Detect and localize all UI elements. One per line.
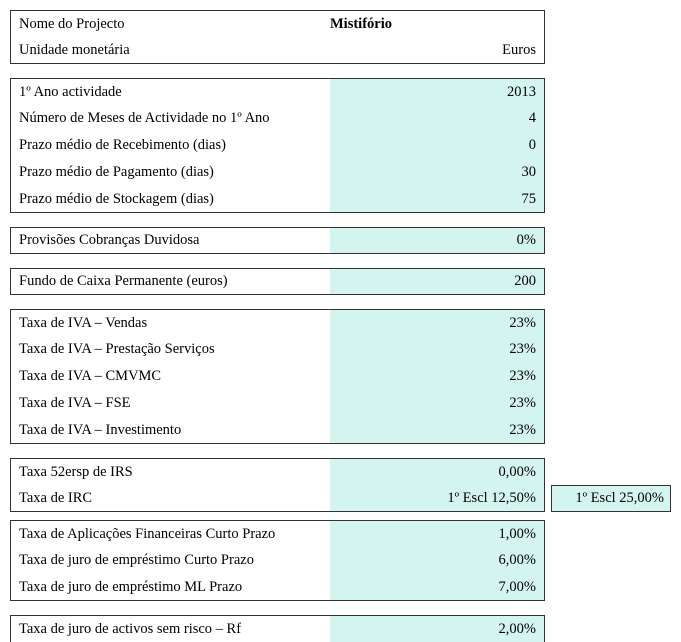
emprestimo-cp-label: Taxa de juro de empréstimo Curto Prazo [10,547,330,574]
months-label: Número de Meses de Actividade no 1º Ano [10,105,330,132]
iva-investimento-value: 23% [330,417,545,444]
project-name-value: Mistifório [330,10,545,37]
months-value: 4 [330,105,545,132]
iva-vendas-value: 23% [330,309,545,336]
irs-value: 0,00% [330,458,545,485]
iva-fse-label: Taxa de IVA – FSE [10,390,330,417]
pagamento-value: 30 [330,159,545,186]
emprestimo-cp-row: Taxa de juro de empréstimo Curto Prazo 6… [10,547,671,574]
iva-fse-value: 23% [330,390,545,417]
currency-row: Unidade monetária Euros [10,37,671,64]
rf-value: 2,00% [330,615,545,642]
iva-vendas-label: Taxa de IVA – Vendas [10,309,330,336]
irc-value: 1º Escl 12,50% [330,485,545,512]
recebimento-row: Prazo médio de Recebimento (dias) 0 [10,132,671,159]
aplicacoes-row: Taxa de Aplicações Financeiras Curto Pra… [10,520,671,547]
pagamento-label: Prazo médio de Pagamento (dias) [10,159,330,186]
iva-servicos-value: 23% [330,336,545,363]
first-year-value: 2013 [330,78,545,105]
stockagem-value: 75 [330,186,545,213]
irc-label: Taxa de IRC [10,485,330,512]
iva-cmvmc-row: Taxa de IVA – CMVMC 23% [10,363,671,390]
project-name-row: Nome do Projecto Mistifório [10,10,671,37]
first-year-label: 1º Ano actividade [10,78,330,105]
iva-vendas-row: Taxa de IVA – Vendas 23% [10,309,671,336]
provisoes-row: Provisões Cobranças Duvidosa 0% [10,227,671,254]
emprestimo-cp-value: 6,00% [330,547,545,574]
iva-investimento-row: Taxa de IVA – Investimento 23% [10,417,671,444]
aplicacoes-label: Taxa de Aplicações Financeiras Curto Pra… [10,520,330,547]
aplicacoes-value: 1,00% [330,520,545,547]
recebimento-value: 0 [330,132,545,159]
emprestimo-ml-row: Taxa de juro de empréstimo ML Prazo 7,00… [10,574,671,601]
rf-label: Taxa de juro de activos sem risco – Rf [10,615,330,642]
iva-cmvmc-value: 23% [330,363,545,390]
irs-label: Taxa 52ersp de IRS [10,458,330,485]
stockagem-row: Prazo médio de Stockagem (dias) 75 [10,186,671,213]
currency-value: Euros [330,37,545,64]
emprestimo-ml-label: Taxa de juro de empréstimo ML Prazo [10,574,330,601]
iva-investimento-label: Taxa de IVA – Investimento [10,417,330,444]
rf-row: Taxa de juro de activos sem risco – Rf 2… [10,615,671,642]
iva-cmvmc-label: Taxa de IVA – CMVMC [10,363,330,390]
iva-servicos-row: Taxa de IVA – Prestação Serviços 23% [10,336,671,363]
fundo-label: Fundo de Caixa Permanente (euros) [10,268,330,295]
pagamento-row: Prazo médio de Pagamento (dias) 30 [10,159,671,186]
fundo-row: Fundo de Caixa Permanente (euros) 200 [10,268,671,295]
project-name-label: Nome do Projecto [10,10,330,37]
emprestimo-ml-value: 7,00% [330,574,545,601]
irc-row: Taxa de IRC 1º Escl 12,50% 1º Escl 25,00… [10,485,671,512]
provisoes-label: Provisões Cobranças Duvidosa [10,227,330,254]
first-year-row: 1º Ano actividade 2013 [10,78,671,105]
months-row: Número de Meses de Actividade no 1º Ano … [10,105,671,132]
fundo-value: 200 [330,268,545,295]
recebimento-label: Prazo médio de Recebimento (dias) [10,132,330,159]
pressupostos-table: Nome do Projecto Mistifório Unidade mone… [10,10,671,642]
stockagem-label: Prazo médio de Stockagem (dias) [10,186,330,213]
iva-servicos-label: Taxa de IVA – Prestação Serviços [10,336,330,363]
provisoes-value: 0% [330,227,545,254]
currency-label: Unidade monetária [10,37,330,64]
iva-fse-row: Taxa de IVA – FSE 23% [10,390,671,417]
irs-row: Taxa 52ersp de IRS 0,00% [10,458,671,485]
irc-extra-value: 1º Escl 25,00% [551,485,671,512]
